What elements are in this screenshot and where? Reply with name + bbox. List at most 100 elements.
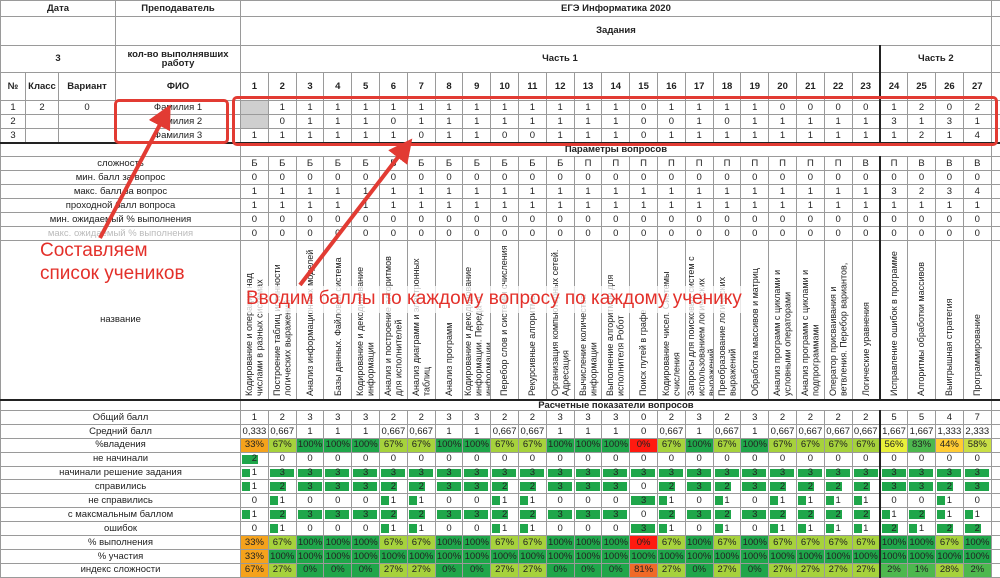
param-value[interactable]: 0 <box>741 213 769 227</box>
param-value[interactable]: 1 <box>352 199 380 213</box>
score-cell[interactable]: 1 <box>741 115 769 129</box>
score-cell[interactable]: 0 <box>935 101 963 115</box>
param-value[interactable]: 0 <box>935 213 963 227</box>
param-value[interactable]: 0 <box>296 227 324 241</box>
score-cell[interactable]: 1 <box>685 115 713 129</box>
score-cell[interactable]: 1 <box>602 101 630 115</box>
param-value[interactable]: 0 <box>602 171 630 185</box>
score-cell[interactable]: 1 <box>657 101 685 115</box>
param-value[interactable]: 0 <box>713 171 741 185</box>
param-value[interactable]: П <box>630 157 658 171</box>
score-cell[interactable]: 1 <box>741 101 769 115</box>
score-cell[interactable]: 1 <box>935 129 963 143</box>
score-cell[interactable]: 1 <box>324 101 352 115</box>
param-value[interactable]: 1 <box>796 199 824 213</box>
score-cell[interactable]: 0 <box>824 101 852 115</box>
param-value[interactable]: 0 <box>241 227 269 241</box>
param-value[interactable]: 0 <box>963 227 991 241</box>
param-value[interactable]: П <box>880 157 908 171</box>
param-value[interactable]: 0 <box>824 171 852 185</box>
param-value[interactable]: 1 <box>352 185 380 199</box>
param-value[interactable]: 1 <box>407 199 435 213</box>
score-cell[interactable]: 3 <box>935 115 963 129</box>
param-value[interactable]: 1 <box>296 185 324 199</box>
param-value[interactable]: Б <box>241 157 269 171</box>
student-variant[interactable]: 0 <box>59 101 116 115</box>
param-value[interactable]: 0 <box>352 227 380 241</box>
param-value[interactable]: 1 <box>519 185 547 199</box>
param-value[interactable]: 1 <box>241 185 269 199</box>
param-value[interactable]: 0 <box>296 171 324 185</box>
param-value[interactable]: 0 <box>880 171 908 185</box>
param-value[interactable]: Б <box>491 157 519 171</box>
param-value[interactable]: 1 <box>574 199 602 213</box>
param-value[interactable]: В <box>852 157 880 171</box>
param-value[interactable]: 0 <box>880 213 908 227</box>
score-cell[interactable]: 1 <box>713 129 741 143</box>
param-value[interactable]: П <box>685 157 713 171</box>
score-cell[interactable]: 1 <box>407 115 435 129</box>
score-cell[interactable]: 0 <box>491 129 519 143</box>
score-cell[interactable]: 1 <box>908 115 936 129</box>
score-cell[interactable]: 1 <box>463 101 491 115</box>
param-value[interactable]: 0 <box>546 213 574 227</box>
param-value[interactable]: 0 <box>407 171 435 185</box>
score-cell[interactable]: 0 <box>407 129 435 143</box>
param-value[interactable]: 0 <box>519 227 547 241</box>
param-value[interactable]: Б <box>380 157 408 171</box>
param-value[interactable]: 0 <box>713 227 741 241</box>
score-cell[interactable]: 1 <box>852 129 880 143</box>
param-value[interactable]: П <box>741 157 769 171</box>
param-value[interactable]: 0 <box>380 213 408 227</box>
param-value[interactable]: 1 <box>463 185 491 199</box>
param-value[interactable]: Б <box>463 157 491 171</box>
student-class[interactable] <box>26 129 59 143</box>
score-cell[interactable]: 0 <box>380 115 408 129</box>
score-cell[interactable]: 0 <box>630 101 658 115</box>
param-value[interactable]: 0 <box>657 171 685 185</box>
param-value[interactable]: 0 <box>657 213 685 227</box>
param-value[interactable]: 1 <box>769 185 797 199</box>
param-value[interactable]: 1 <box>713 185 741 199</box>
score-cell[interactable]: 0 <box>852 101 880 115</box>
score-cell[interactable]: 2 <box>908 101 936 115</box>
param-value[interactable]: 1 <box>602 199 630 213</box>
score-cell[interactable]: 1 <box>463 129 491 143</box>
param-value[interactable]: 1 <box>741 199 769 213</box>
param-value[interactable]: П <box>824 157 852 171</box>
param-value[interactable]: 1 <box>769 199 797 213</box>
param-value[interactable]: Б <box>407 157 435 171</box>
param-value[interactable]: 0 <box>491 227 519 241</box>
param-value[interactable]: 0 <box>630 227 658 241</box>
score-cell[interactable]: 1 <box>796 129 824 143</box>
param-value[interactable]: 0 <box>908 227 936 241</box>
param-value[interactable]: 0 <box>268 171 296 185</box>
score-cell[interactable]: 1 <box>435 115 463 129</box>
param-value[interactable]: Б <box>352 157 380 171</box>
param-value[interactable]: 1 <box>685 185 713 199</box>
param-value[interactable]: 1 <box>908 199 936 213</box>
param-value[interactable]: 1 <box>435 199 463 213</box>
param-value[interactable]: 1 <box>380 199 408 213</box>
param-value[interactable]: Б <box>546 157 574 171</box>
score-cell[interactable]: 1 <box>574 129 602 143</box>
score-cell[interactable]: 0 <box>519 129 547 143</box>
param-value[interactable]: 0 <box>769 227 797 241</box>
score-cell[interactable] <box>241 101 269 115</box>
param-value[interactable]: 1 <box>796 185 824 199</box>
param-value[interactable]: 1 <box>491 199 519 213</box>
param-value[interactable]: 1 <box>685 199 713 213</box>
param-value[interactable]: 0 <box>908 171 936 185</box>
score-cell[interactable]: 2 <box>963 101 991 115</box>
param-value[interactable]: 0 <box>519 171 547 185</box>
score-cell[interactable]: 3 <box>880 115 908 129</box>
param-value[interactable]: 1 <box>630 185 658 199</box>
score-cell[interactable]: 1 <box>380 101 408 115</box>
param-value[interactable]: 0 <box>741 227 769 241</box>
student-fio[interactable]: Фамилия 1 <box>116 101 241 115</box>
score-cell[interactable]: 0 <box>657 115 685 129</box>
param-value[interactable]: 1 <box>824 199 852 213</box>
param-value[interactable]: 1 <box>630 199 658 213</box>
param-value[interactable]: 0 <box>574 171 602 185</box>
score-cell[interactable]: 1 <box>380 129 408 143</box>
